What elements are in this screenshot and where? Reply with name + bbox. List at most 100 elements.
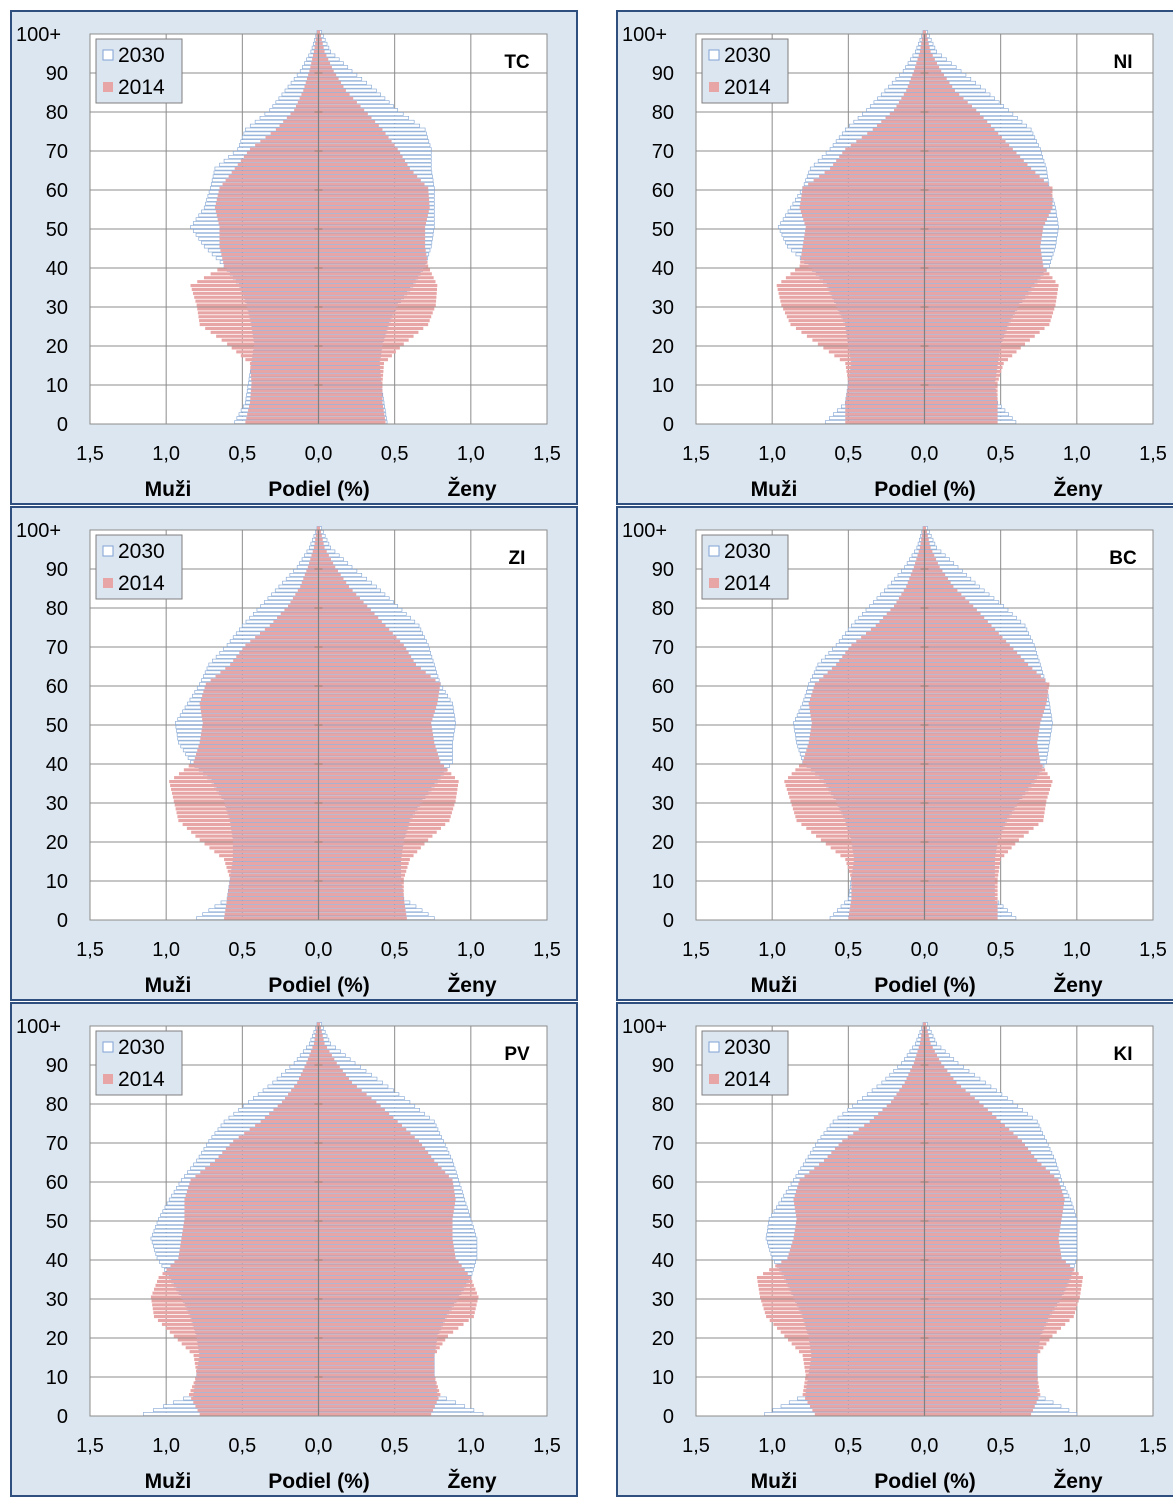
bar-2014-men — [299, 96, 319, 100]
bar-2014-men — [189, 1350, 319, 1354]
women-label: Ženy — [447, 477, 496, 501]
bar-2014-women — [318, 756, 440, 760]
bar-2014-men — [797, 1186, 925, 1190]
bar-2014-women — [924, 1354, 1038, 1358]
bar-2014-men — [763, 1272, 925, 1276]
bar-2014-women — [318, 1346, 440, 1350]
bar-2014-women — [318, 1287, 476, 1291]
bar-2014-men — [878, 1112, 925, 1116]
bar-2014-men — [217, 194, 319, 198]
bar-2014-women — [924, 358, 1008, 362]
legend-label-2030: 2030 — [724, 540, 771, 563]
bar-2014-women — [318, 1389, 440, 1393]
bar-2014-men — [194, 1357, 319, 1361]
bar-2014-women — [924, 1077, 954, 1081]
bar-2014-men — [157, 1318, 319, 1322]
bar-2014-women — [924, 1213, 1063, 1217]
bar-2014-women — [318, 635, 397, 639]
bar-2014-men — [896, 600, 925, 604]
bar-2014-men — [916, 1053, 925, 1057]
bar-2014-women — [924, 912, 998, 916]
bar-2014-men — [196, 752, 319, 756]
bar-2014-men — [288, 1092, 319, 1096]
bar-2014-women — [924, 1389, 1040, 1393]
bar-2014-men — [921, 1030, 925, 1034]
bar-2014-women — [924, 338, 1030, 342]
bar-2014-men — [234, 167, 319, 171]
x-tick-label: 0,5 — [381, 1435, 409, 1457]
bar-2014-women — [924, 600, 970, 604]
bar-2014-men — [816, 834, 925, 838]
bar-2014-men — [219, 229, 319, 233]
bar-2014-men — [178, 819, 319, 823]
bar-2014-women — [924, 900, 998, 904]
y-tick-label: 70 — [652, 637, 674, 659]
bar-2014-women — [318, 373, 384, 377]
bar-2014-men — [248, 408, 319, 412]
bar-2014-women — [924, 858, 1001, 862]
x-tick-label: 0,5 — [987, 1435, 1015, 1457]
bar-2014-men — [230, 877, 319, 881]
bar-2014-men — [802, 190, 925, 194]
bar-2014-women — [318, 385, 383, 389]
bar-2014-men — [847, 373, 925, 377]
bar-2014-men — [183, 768, 319, 772]
bar-2014-men — [794, 1194, 925, 1198]
y-tick-label: 10 — [46, 1367, 68, 1389]
bar-2014-men — [779, 295, 925, 299]
bar-2014-men — [784, 311, 925, 315]
legend-label-2014: 2014 — [724, 76, 771, 99]
bar-2014-men — [307, 1057, 319, 1061]
y-tick-label: 40 — [652, 258, 674, 280]
bar-2014-men — [186, 1190, 319, 1194]
bar-2014-women — [318, 291, 437, 295]
bar-2014-men — [848, 916, 925, 920]
bar-2014-women — [318, 1178, 453, 1182]
bar-2014-men — [803, 241, 925, 245]
bar-2014-women — [318, 381, 383, 385]
bar-2014-women — [318, 542, 324, 546]
bar-2014-women — [924, 1034, 929, 1038]
bar-2014-women — [318, 104, 361, 108]
bar-2014-women — [318, 561, 334, 565]
bar-2014-women — [318, 1198, 456, 1202]
bar-2014-men — [190, 1389, 319, 1393]
bar-2014-women — [924, 1350, 1041, 1354]
bar-2014-women — [924, 420, 998, 424]
bar-2014-men — [847, 385, 925, 389]
bar-2014-women — [924, 182, 1049, 186]
bar-2014-women — [924, 1287, 1082, 1291]
bar-2014-men — [179, 1248, 319, 1252]
bar-2014-men — [901, 96, 925, 100]
bar-2014-men — [192, 1385, 319, 1389]
y-tick-label: 90 — [46, 1055, 68, 1077]
bar-2014-men — [906, 89, 925, 93]
bar-2014-women — [318, 77, 339, 81]
bar-2014-women — [924, 760, 1041, 764]
bar-2014-men — [907, 85, 925, 89]
bar-2014-women — [318, 569, 338, 573]
bar-2014-women — [318, 1026, 321, 1030]
bar-2014-women — [924, 221, 1046, 225]
legend-label-2014: 2014 — [118, 76, 165, 99]
bar-2014-women — [318, 1357, 435, 1361]
bar-2014-men — [314, 542, 319, 546]
bar-2014-women — [318, 705, 437, 709]
bar-2014-men — [225, 861, 319, 865]
bar-2014-men — [315, 534, 319, 538]
bar-2014-women — [318, 1151, 429, 1155]
bar-2014-women — [924, 1357, 1038, 1361]
x-tick-label: 1,5 — [682, 939, 710, 961]
bar-2014-women — [318, 830, 437, 834]
bar-2014-women — [318, 1194, 455, 1198]
bar-2014-women — [924, 1237, 1059, 1241]
bar-2014-women — [318, 1088, 362, 1092]
bar-2014-men — [850, 904, 925, 908]
bar-2014-men — [830, 167, 925, 171]
bar-2014-men — [824, 170, 925, 174]
bar-2014-women — [924, 686, 1049, 690]
bar-2014-women — [924, 717, 1042, 721]
bar-2014-women — [318, 588, 353, 592]
bar-2014-women — [318, 908, 406, 912]
